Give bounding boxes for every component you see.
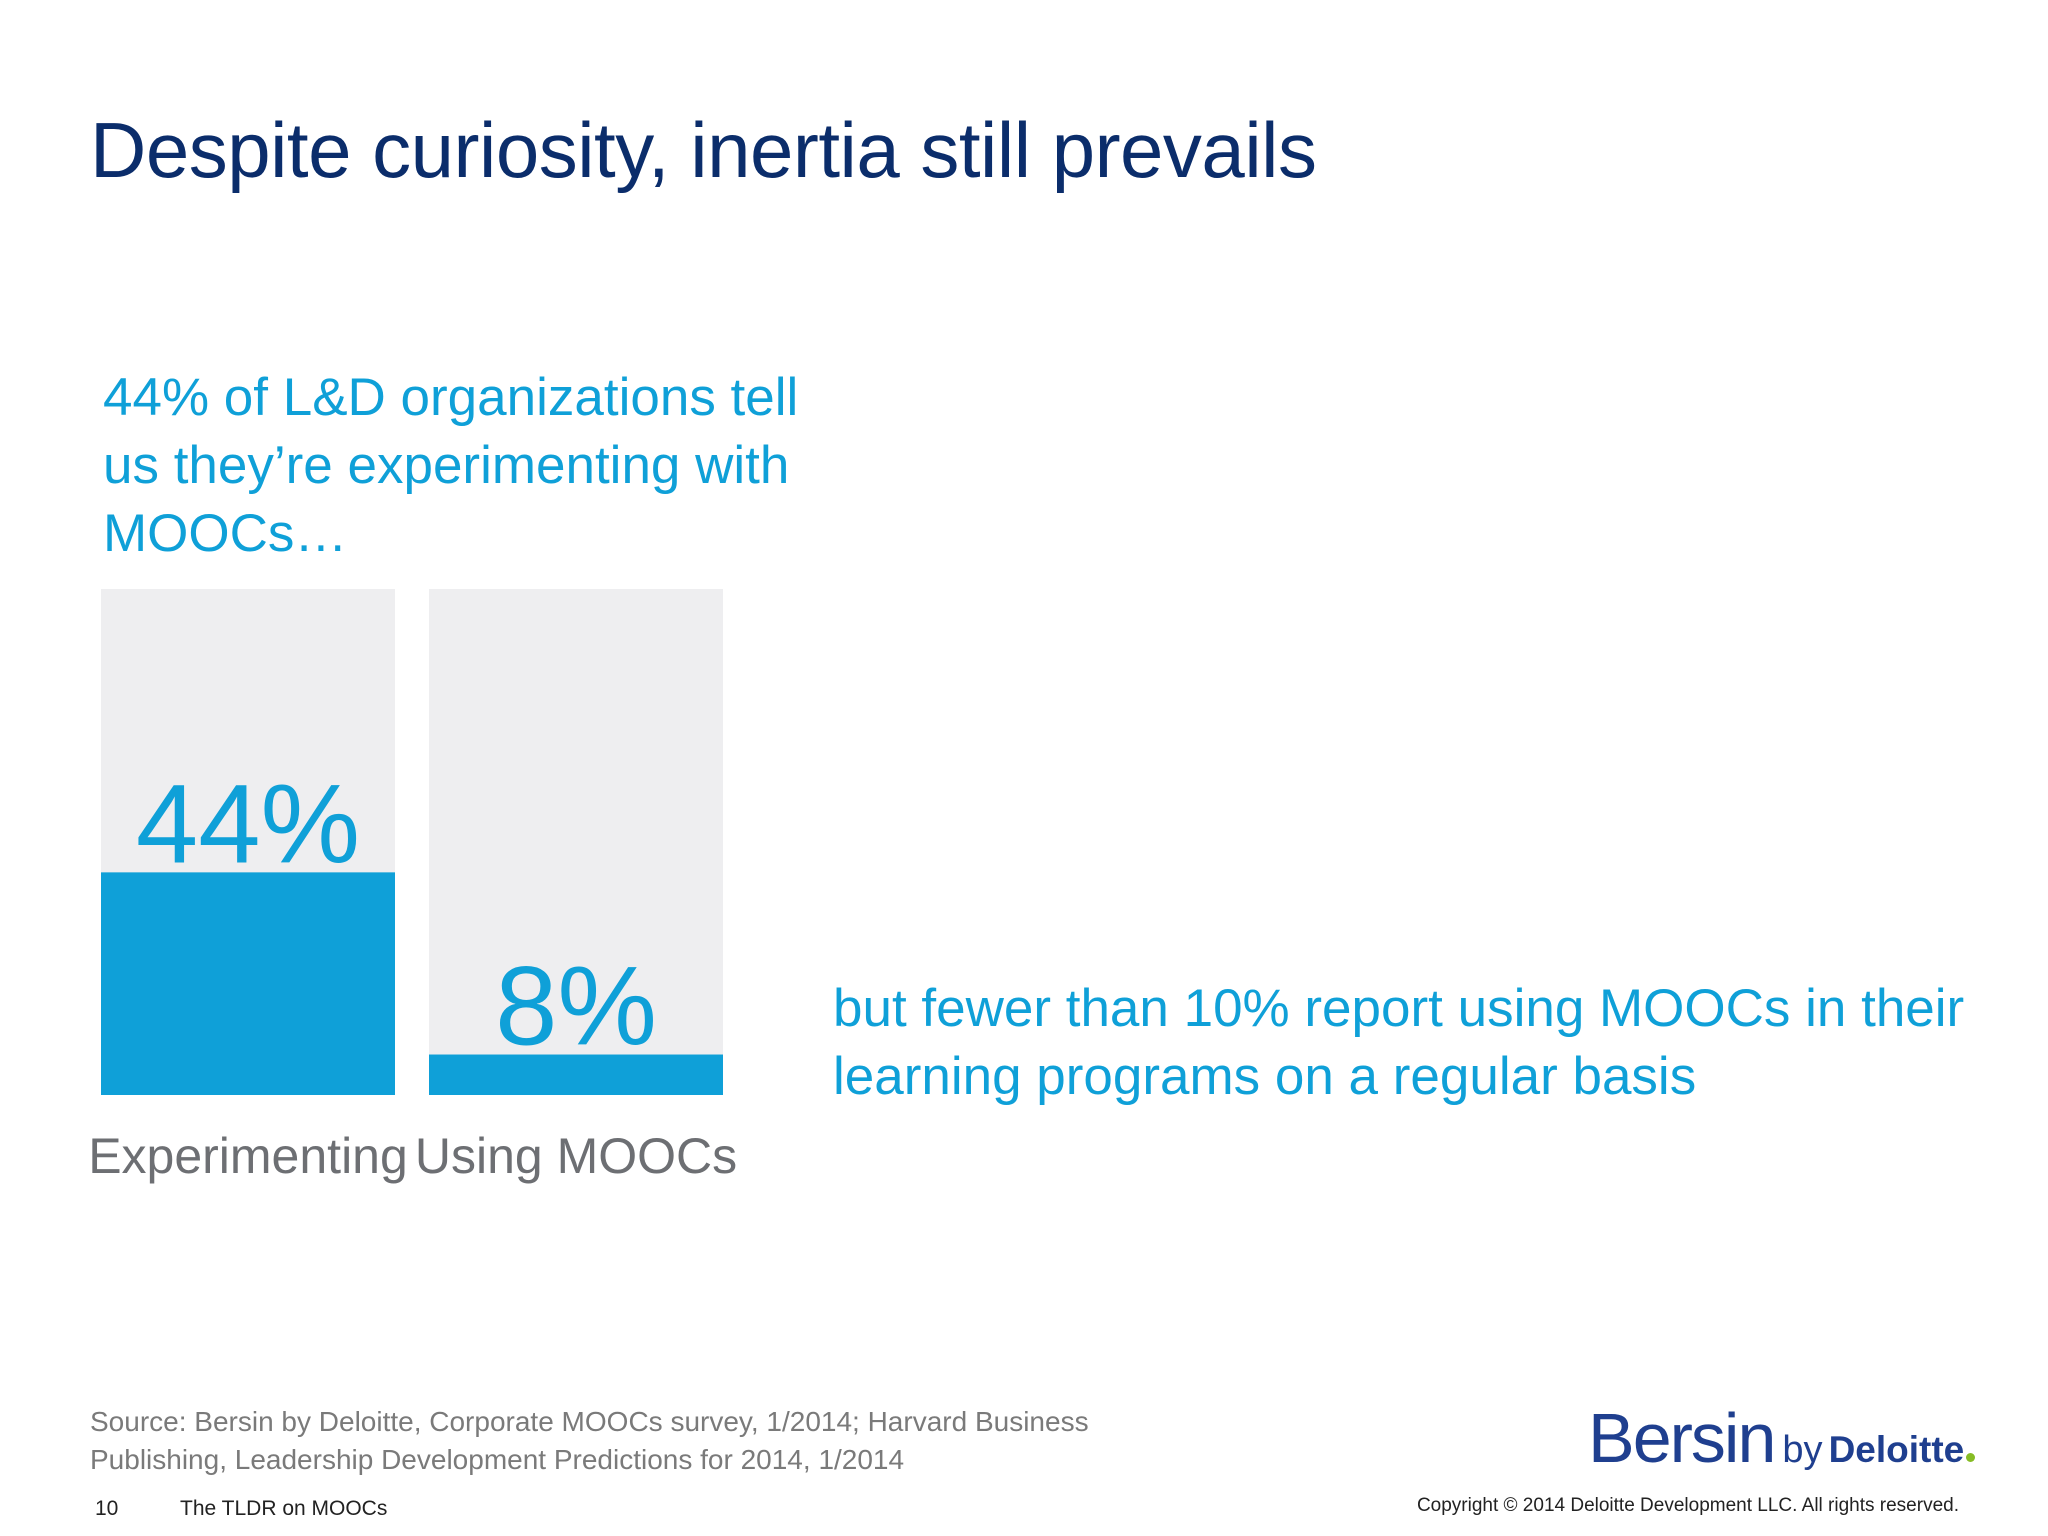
logo-bersin-text: Bersin [1588, 1399, 1774, 1477]
bar [101, 872, 395, 1095]
logo-by-text: by [1782, 1429, 1822, 1471]
logo-green-dot [1966, 1453, 1975, 1462]
deck-name: The TLDR on MOOCs [180, 1497, 387, 1521]
category-label: Using MOOCs [415, 1128, 737, 1184]
data-label: 8% [495, 944, 657, 1069]
page-number: 10 [95, 1497, 118, 1521]
category-label: Experimenting [88, 1128, 408, 1184]
logo-deloitte-text: Deloitte [1829, 1429, 1965, 1470]
callout-right: but fewer than 10% report using MOOCs in… [833, 975, 1983, 1111]
source-note: Source: Bersin by Deloitte, Corporate MO… [90, 1403, 1190, 1479]
copyright-notice: Copyright © 2014 Deloitte Development LL… [1417, 1495, 1959, 1517]
data-label: 44% [136, 761, 360, 886]
bersin-by-deloitte-logo: Bersin by Deloitte [1588, 1398, 1975, 1478]
